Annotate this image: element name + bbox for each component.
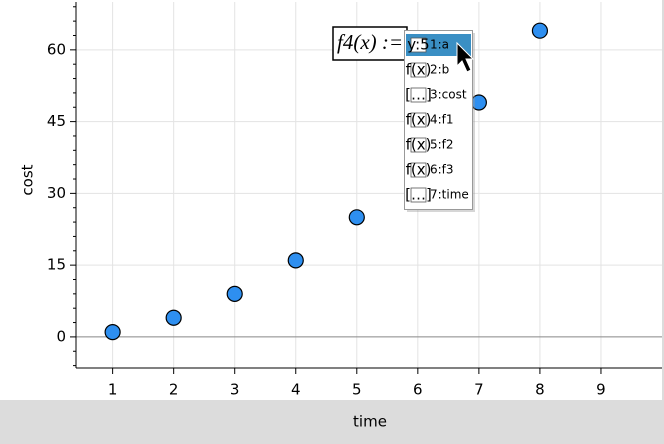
y-tick-label: 0 <box>56 327 66 345</box>
entry-box[interactable] <box>332 26 408 61</box>
menu-icon-text: f(x) <box>406 61 432 79</box>
x-tick-label: 8 <box>535 381 545 399</box>
mouse-cursor <box>456 41 475 73</box>
x-tick-label: 5 <box>352 381 362 399</box>
x-tick-label: 7 <box>474 381 484 399</box>
menu-icon-text: […] <box>405 186 432 204</box>
menu-icon <box>410 87 427 103</box>
menu-icon-text: y:5 <box>407 36 429 54</box>
x-tick-label: 2 <box>169 381 179 399</box>
menu-icon-text: […] <box>405 86 432 104</box>
menu-item-label: 5:f2 <box>430 138 454 152</box>
menu-icon <box>410 187 427 203</box>
menu-item-label: 3:cost <box>430 88 467 102</box>
menu-item[interactable]: y:5 1:a <box>406 34 471 56</box>
menu-item[interactable]: f(x)4:f1 <box>406 111 454 129</box>
data-point <box>104 324 121 341</box>
menu-icon <box>410 37 427 53</box>
menu-item[interactable]: […]7:time <box>405 186 469 204</box>
data-point <box>165 309 182 326</box>
x-tick-label: 6 <box>413 381 423 399</box>
menu-item-label: 7:time <box>430 188 469 202</box>
menu-item-label: 4:f1 <box>430 113 454 127</box>
data-point <box>287 252 304 269</box>
menu-item[interactable]: […]3:cost <box>405 86 467 104</box>
y-axis-label: cost <box>19 164 37 195</box>
menu-icon-text: f(x) <box>406 111 432 129</box>
menu-item-label: 2:b <box>430 63 449 77</box>
x-tick-label: 3 <box>230 381 240 399</box>
menu-icon <box>410 162 427 178</box>
menu-item[interactable]: f(x)2:b <box>406 61 450 79</box>
menu-icon <box>410 112 427 128</box>
dropdown-menu: y:5 1:af(x)2:b[…]3:costf(x)4:f1f(x)5:f2f(… <box>404 30 475 212</box>
x-tick-label: 1 <box>108 381 118 399</box>
data-point <box>531 22 549 39</box>
entry-text: f4(x) := <box>337 30 403 54</box>
menu-item[interactable]: f(x)5:f2 <box>406 136 454 154</box>
menu-icon-text: f(x) <box>406 136 432 154</box>
menu-icon <box>410 137 427 153</box>
x-tick-label: 9 <box>596 381 606 399</box>
y-tick-label: 45 <box>47 112 66 130</box>
data-point <box>226 285 243 302</box>
menu-icon-text: f(x) <box>406 161 432 179</box>
menu-item-label: 1:a <box>430 38 449 52</box>
y-tick-label: 30 <box>47 184 66 202</box>
x-axis-label: time <box>353 413 387 431</box>
data-point <box>348 209 365 226</box>
y-tick-label: 15 <box>47 256 66 274</box>
plot-window <box>0 0 662 400</box>
x-tick-label: 4 <box>291 381 301 399</box>
y-tick-label: 60 <box>47 40 66 58</box>
menu-item-label: 6:f3 <box>430 163 454 177</box>
menu-icon <box>410 62 427 78</box>
menu-item[interactable]: f(x)6:f3 <box>406 161 454 179</box>
